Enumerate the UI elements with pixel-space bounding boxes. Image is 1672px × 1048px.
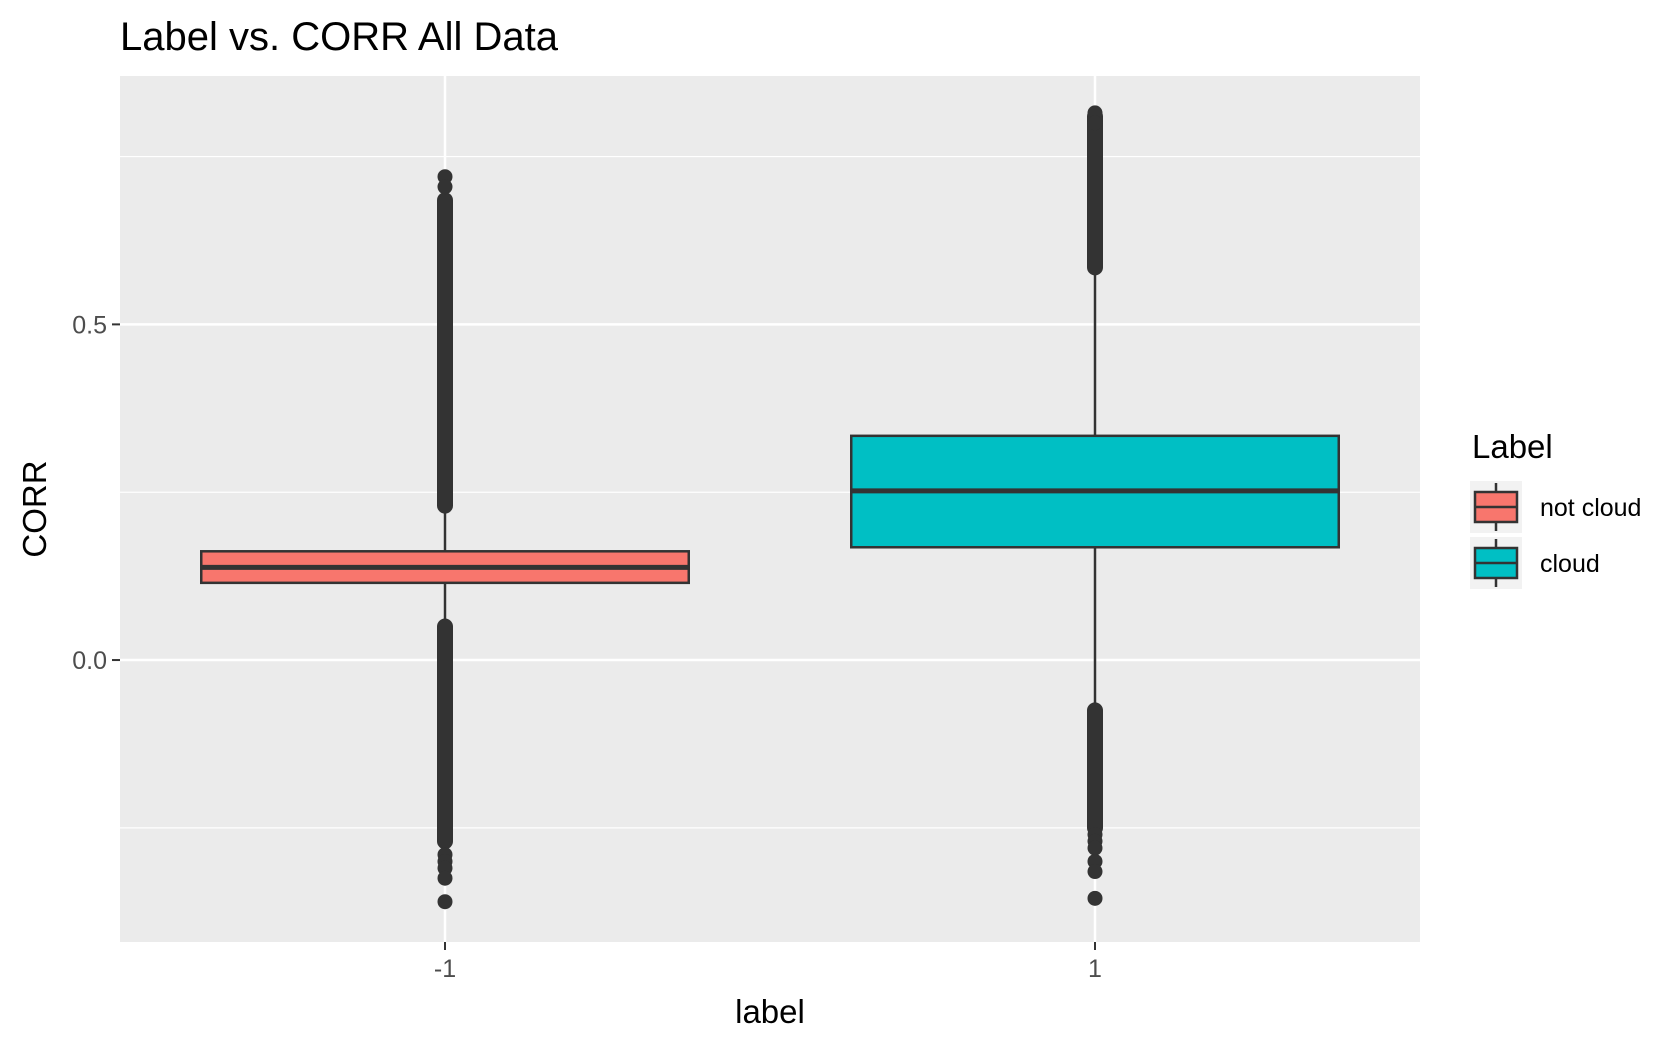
y-tick-label-1: 0.5 — [72, 311, 107, 339]
outlier-point-0-6 — [437, 894, 453, 910]
box-group-0 — [200, 169, 690, 910]
legend: Label not cloud cloud — [1470, 428, 1641, 589]
box-group-1 — [850, 105, 1340, 906]
outlier-point-1-1 — [1087, 115, 1103, 131]
outlier-point-0-1 — [437, 179, 453, 195]
chart-title: Label vs. CORR All Data — [120, 15, 559, 59]
y-axis-title: CORR — [16, 460, 53, 557]
legend-title: Label — [1472, 428, 1553, 465]
outlier-point-1-6 — [1087, 864, 1103, 880]
x-tick-label-0: -1 — [434, 955, 456, 983]
outlier-point-0-5 — [437, 870, 453, 886]
legend-label-1: cloud — [1540, 550, 1600, 578]
legend-entry-0: not cloud — [1470, 481, 1641, 533]
x-tick-label-1: 1 — [1088, 955, 1102, 983]
outlier-point-1-4 — [1087, 840, 1103, 856]
legend-label-0: not cloud — [1540, 494, 1641, 522]
legend-entry-1: cloud — [1470, 537, 1600, 589]
x-axis-title: label — [735, 993, 805, 1030]
y-tick-label-0: 0.0 — [72, 647, 107, 675]
y-axis-ticks: 0.0 0.5 — [72, 311, 120, 675]
x-axis-ticks: -1 1 — [434, 942, 1102, 983]
outlier-point-1-7 — [1087, 890, 1103, 906]
box-series — [200, 105, 1340, 910]
